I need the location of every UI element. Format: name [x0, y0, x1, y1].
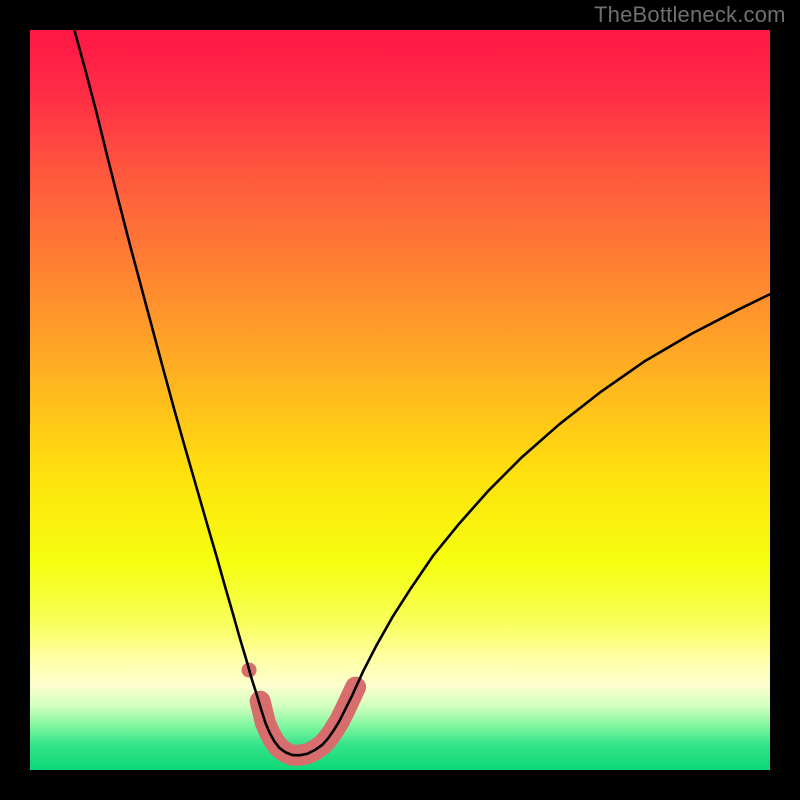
chart-frame — [30, 30, 770, 770]
plot-background — [30, 30, 770, 770]
chart-svg — [30, 30, 770, 770]
watermark-text: TheBottleneck.com — [594, 2, 786, 28]
